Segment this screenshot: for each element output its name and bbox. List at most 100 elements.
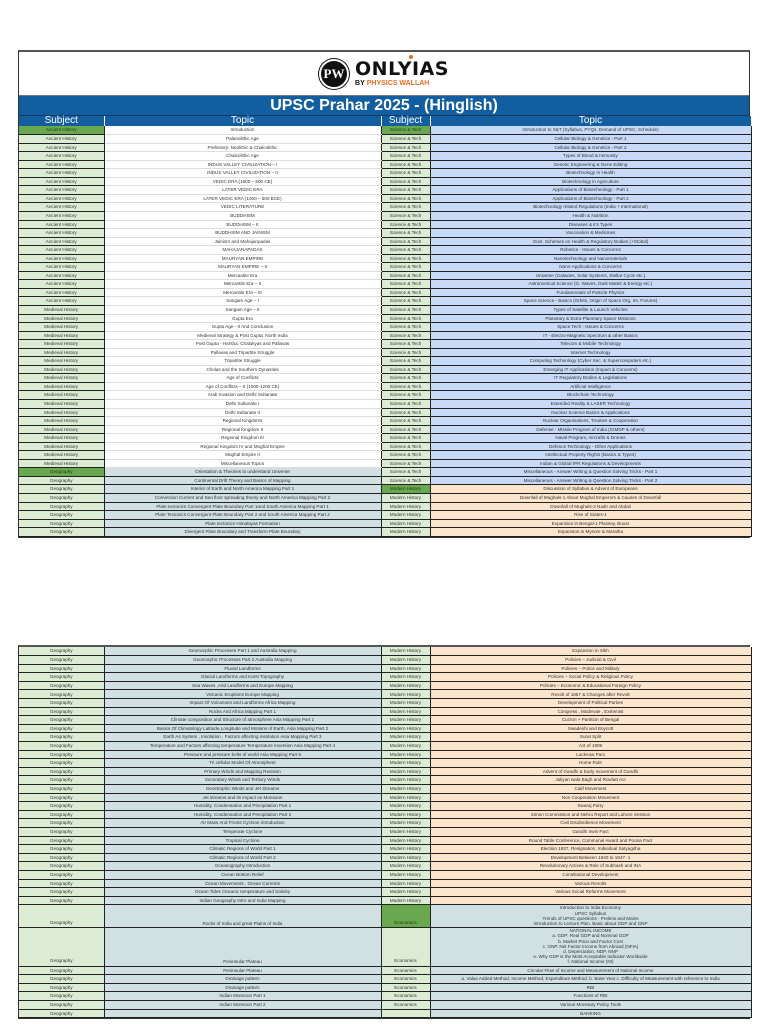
topic-cell: Round Table Conference, Communal Award a… (430, 836, 752, 846)
subject-cell: Science & Tech (381, 168, 431, 178)
subject-cell: Modern History (381, 689, 431, 700)
topic-cell: Act of 1909 (430, 741, 752, 751)
subject-cell: Geography (19, 707, 105, 717)
topic-cell: Fundamentals of Particle Physics (430, 288, 752, 298)
table-row: Geography Peninsular Plateau Economics Circ… (19, 966, 752, 976)
topic-cell: Introduction (104, 126, 382, 136)
subject-cell: Ancient History (19, 177, 105, 187)
table-row: Geography Ocean Movements , Ocean Current… (19, 879, 752, 889)
subject-cell: Geography (19, 655, 105, 665)
topic-cell: INDUS VALLEY CIVILIZATION – I (104, 160, 382, 170)
subject-cell: Science & Tech (381, 151, 431, 161)
schedule-table: Subject Topic Subject Topic Ancient Hist… (19, 116, 752, 537)
topic-cell: Humidity, Condensation and Precipitation… (104, 810, 382, 820)
table-row: Medieval History Mughal Empire II Science … (19, 450, 752, 460)
subject-cell: Modern History (381, 775, 431, 785)
subject-cell: Modern History (381, 767, 431, 777)
topic-cell: Gupta Age - II And Conclusion (104, 322, 382, 332)
subject-cell: Medieval History (19, 450, 105, 460)
topic-cell: Planetary & Extra-Planetary Space Missio… (430, 314, 752, 324)
topic-cell: Types of Satellite & Launch Vehicles (430, 305, 752, 315)
subject-cell: Modern History (381, 510, 431, 520)
topic-cell: Lucknow Pact (430, 750, 752, 760)
subject-cell: Modern History (381, 844, 431, 854)
column-header-subject: Subject (19, 116, 105, 126)
table-row: Medieval History Medieval Strategy & Post… (19, 331, 752, 341)
topic-cell: Climatic Regions of World Part 2 (104, 853, 382, 863)
subject-cell: Geography (19, 870, 105, 880)
topic-cell: Indian Monsoon Part 2 (104, 1000, 382, 1010)
subject-cell: Geography (19, 724, 105, 734)
topic-cell: Sangam Age – II (104, 305, 382, 315)
topic-cell: Continental Drift Theory and Basics of M… (104, 476, 382, 486)
subject-cell: Science & Tech (381, 390, 431, 400)
subject-cell: Modern History (381, 502, 431, 512)
topic-cell: Various Monetary Policy Tools (430, 1000, 752, 1010)
topic-cell: Ocean Tides Oceanic temperature and Sali… (104, 887, 382, 897)
subject-cell: Science & Tech (381, 425, 431, 435)
table-row: Medieval History Post Gupta - Harsha, Cha… (19, 339, 752, 349)
topic-cell: Gandhi Irwin Pact (430, 827, 752, 837)
table-row: Medieval History Sangam Age – II Science &… (19, 305, 752, 315)
column-header-topic: Topic (104, 116, 382, 126)
topic-cell: Blockchain Technology (430, 390, 752, 400)
subject-cell: Ancient History (19, 160, 105, 170)
topic-cell: BUDDHISM – II (104, 220, 382, 230)
table-header-row: Subject Topic Subject Topic (19, 116, 752, 126)
table-row: Geography Plate Tectonics Convergent Plat… (19, 510, 752, 520)
topic-cell: Interior of Earth and North America Mapp… (104, 484, 382, 494)
table-row: Geography Secondary Winds and Tertiory Wi… (19, 775, 752, 785)
topic-cell: Drainage pattern (104, 974, 382, 984)
subject-cell: Modern History (381, 801, 431, 811)
subject-cell: Science & Tech (381, 194, 431, 204)
subject-cell: Science & Tech (381, 348, 431, 358)
table-row: Ancient History Mercantile Era – III Scien… (19, 288, 752, 298)
subject-cell: Modern History (381, 750, 431, 760)
subject-cell: Geography (19, 493, 105, 503)
subject-cell: Science & Tech (381, 416, 431, 426)
topic-cell: Expansion in Mysore & Maratha (430, 527, 752, 537)
table-row: Ancient History MAHAJANAPADAS Science & Te… (19, 245, 752, 255)
topic-cell: Defence Technology - Other Applications (430, 442, 752, 452)
schedule-sheet: PW ONLYIAS BY PHYSICS WALLAH UPSC Prahar… (18, 50, 752, 538)
topic-cell: BUDDHISM AND JAINISM (104, 228, 382, 238)
subject-cell: Science & Tech (381, 450, 431, 460)
topic-cell: Rocks And Africa Mapping Part 1 (104, 707, 382, 717)
topic-cell: Oceanography Introduction (104, 861, 382, 871)
table-row: Geography Earth As System , Insolation , … (19, 732, 752, 743)
subject-cell: Science & Tech (381, 408, 431, 418)
subject-cell: Science & Tech (381, 442, 431, 452)
table-row: Ancient History Mercantile Era Science & T… (19, 271, 752, 281)
topic-cell: Downfall of Mughals-3 Nadir and Abdali (430, 502, 752, 512)
subject-cell: Science & Tech (381, 202, 431, 212)
table-row: Medieval History Regional Kingdom III Scie… (19, 433, 752, 443)
topic-cell: Artificial Intelligence (430, 382, 752, 392)
subject-cell: Modern History (381, 896, 431, 906)
subject-cell: Geography (19, 715, 105, 725)
topic-cell: Home Rule (430, 758, 752, 768)
subject-cell: Ancient History (19, 151, 105, 161)
topic-cell: Vaccination & Medicines (430, 228, 752, 238)
topic-cell: Convection Current and Sea floor spreadi… (104, 493, 382, 503)
subject-cell: Science & Tech (381, 288, 431, 298)
subject-cell: Medieval History (19, 314, 105, 324)
topic-cell: Delhi Sultanate II (104, 408, 382, 418)
subject-cell: Geography (19, 775, 105, 785)
topic-cell: Jaliyan wala Bagh and Rowlatt Act (430, 775, 752, 785)
table-row: Geography Ocean Tides Oceanic temperature… (19, 887, 752, 897)
subject-cell: Geography (19, 750, 105, 760)
table-row: Ancient History Palaeolithic Age Science &… (19, 134, 752, 144)
subject-cell: Modern History (381, 519, 431, 529)
topic-cell: Earth As System , Insolation , Factors a… (104, 732, 382, 743)
topic-cell: Computing Technology (Cyber Sec. & Super… (430, 356, 752, 366)
topic-line: f. National Income (NI) (567, 959, 614, 965)
table-row: Medieval History Age of Conflicts Science … (19, 373, 752, 383)
table-row: Geography Drainage pattern Economics a. Val… (19, 974, 752, 984)
subject-cell: Medieval History (19, 399, 105, 409)
table-row: Geography Humidity, Condensation and Prec… (19, 801, 752, 811)
subject-cell: Geography (19, 672, 105, 682)
topic-cell: Ocean Bottom Relief (104, 870, 382, 880)
topic-cell: Tropical Cyclone (104, 836, 382, 846)
subject-cell: Geography (19, 527, 105, 537)
topic-cell: Development Between 1940 to 1947- 1 (430, 853, 752, 863)
